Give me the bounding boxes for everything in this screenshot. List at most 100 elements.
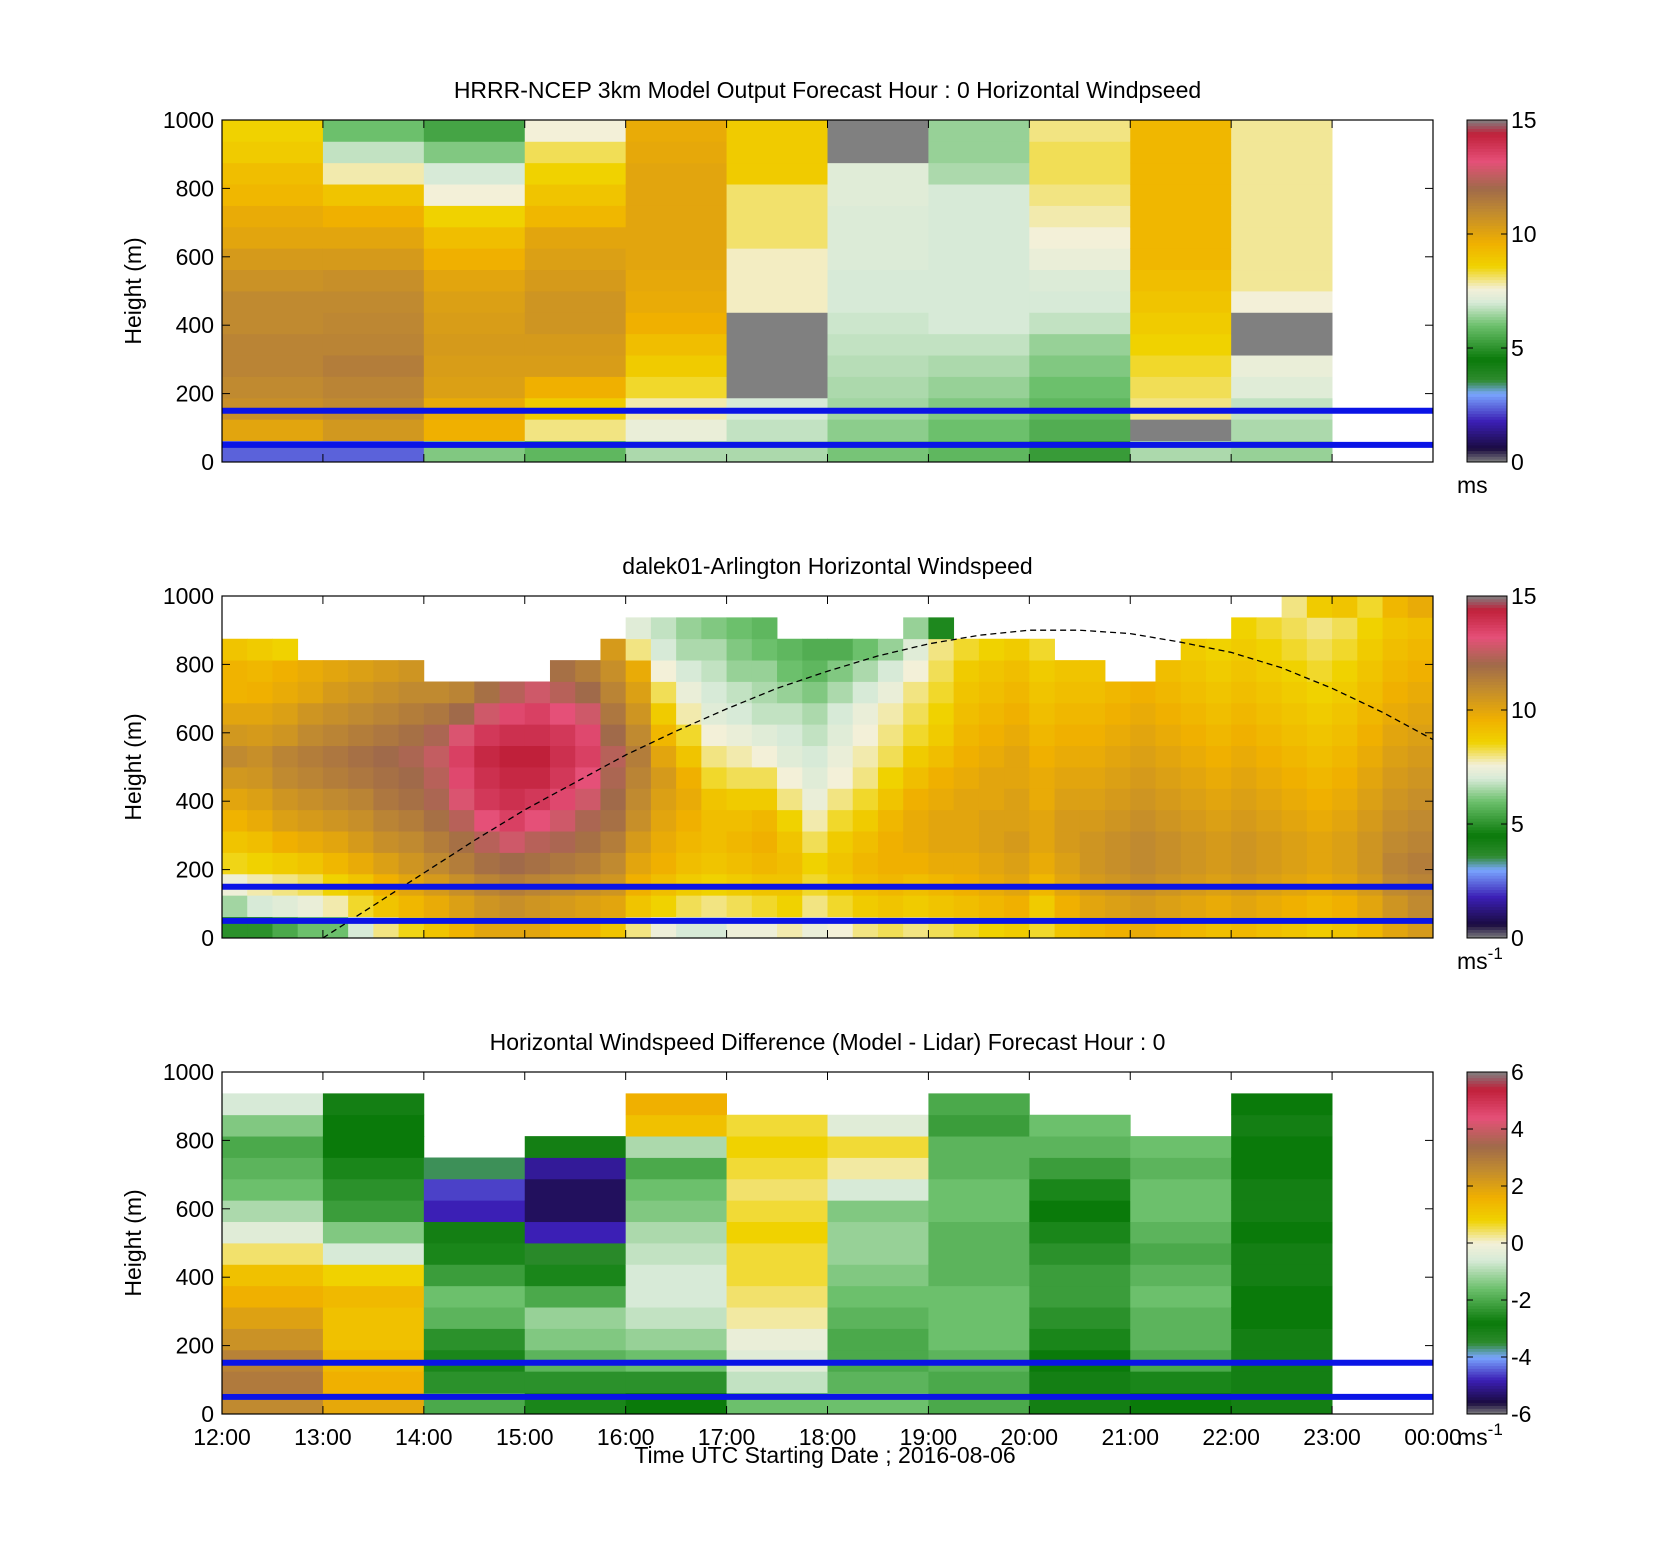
heatmap-cell bbox=[1029, 1328, 1131, 1351]
heatmap-cell bbox=[1407, 638, 1434, 661]
colorbar-segment bbox=[1467, 1282, 1507, 1287]
x-tick-label: 19:00 bbox=[900, 1424, 958, 1450]
heatmap-cell bbox=[726, 702, 753, 725]
heatmap-cell bbox=[953, 638, 980, 661]
heatmap-cell bbox=[398, 895, 425, 918]
heatmap-cell bbox=[827, 809, 854, 832]
x-tick-label: 22:00 bbox=[1202, 1424, 1260, 1450]
heatmap-cell bbox=[676, 788, 702, 811]
heatmap-cell bbox=[1130, 1328, 1232, 1351]
colorbar-segment bbox=[1467, 1317, 1507, 1321]
heatmap-cell bbox=[928, 184, 1030, 206]
heatmap-cell bbox=[524, 205, 627, 228]
y-axis-label: Height (m) bbox=[120, 237, 146, 344]
heatmap-cell bbox=[322, 1221, 425, 1244]
colorbar-segment bbox=[1467, 305, 1507, 309]
heatmap-cell bbox=[222, 1093, 324, 1116]
colorbar-segment bbox=[1467, 1240, 1507, 1244]
colorbar-segment bbox=[1467, 1374, 1507, 1378]
colorbar-segment bbox=[1467, 1126, 1507, 1130]
colorbar-segment bbox=[1467, 852, 1507, 856]
colorbar-segment bbox=[1467, 866, 1507, 871]
x-tick-label: 23:00 bbox=[1303, 1424, 1361, 1450]
colorbar-segment bbox=[1467, 744, 1507, 748]
colorbar-tick-label: 0 bbox=[1511, 925, 1524, 951]
heatmap-cell bbox=[1357, 596, 1383, 618]
heatmap-cell bbox=[1029, 681, 1055, 704]
heatmap-cell bbox=[499, 895, 526, 918]
colorbar-segment bbox=[1467, 721, 1507, 725]
heatmap-cell bbox=[726, 419, 828, 442]
colorbar-segment bbox=[1467, 1337, 1507, 1341]
heatmap-cell bbox=[726, 852, 753, 875]
heatmap-cell bbox=[827, 681, 854, 704]
colorbar-segment bbox=[1467, 892, 1507, 896]
heatmap-cell bbox=[222, 1136, 324, 1158]
heatmap-cell bbox=[247, 809, 273, 832]
heatmap-cell bbox=[449, 681, 475, 704]
heatmap-cell bbox=[1382, 809, 1409, 832]
colorbar-segment bbox=[1467, 621, 1507, 625]
colorbar-segment bbox=[1467, 216, 1507, 221]
heatmap-cell bbox=[928, 1243, 1030, 1265]
colorbar-segment bbox=[1467, 729, 1507, 734]
heatmap-cell bbox=[726, 745, 753, 768]
heatmap-cell bbox=[423, 788, 450, 811]
colorbar-segment bbox=[1467, 861, 1507, 865]
panel-3: 0 200 400 600 800 1000 12:00 13:00 14:00 15:00 16:… bbox=[120, 1029, 1532, 1450]
heatmap-cell bbox=[322, 1328, 425, 1351]
heatmap-cell bbox=[524, 184, 627, 206]
heatmap-cell bbox=[1130, 1136, 1232, 1158]
heatmap-cell bbox=[625, 312, 727, 335]
colorbar-segment bbox=[1467, 747, 1507, 751]
colorbar-segment bbox=[1467, 345, 1507, 349]
colorbar-segment bbox=[1467, 1237, 1507, 1241]
heatmap-cell bbox=[1332, 767, 1358, 789]
heatmap-cell bbox=[1407, 660, 1434, 682]
heatmap-cell bbox=[978, 831, 1005, 853]
heatmap-cell bbox=[827, 248, 929, 271]
heatmap-cell bbox=[322, 419, 425, 442]
heatmap-cell bbox=[297, 660, 324, 682]
heatmap-cell bbox=[1205, 745, 1232, 768]
heatmap-cell bbox=[1130, 831, 1156, 853]
heatmap-cell bbox=[322, 1264, 425, 1287]
heatmap-cell bbox=[928, 1307, 1030, 1329]
heatmap-cell bbox=[1357, 702, 1383, 725]
colorbar-segment bbox=[1467, 433, 1507, 437]
colorbar-segment bbox=[1467, 208, 1507, 212]
heatmap-cell bbox=[650, 895, 677, 918]
colorbar-segment bbox=[1467, 228, 1507, 232]
heatmap-cell bbox=[499, 852, 526, 875]
heatmap-cell bbox=[222, 1264, 324, 1287]
colorbar-segment bbox=[1467, 818, 1507, 822]
heatmap-cell bbox=[978, 681, 1005, 704]
colorbar-segment bbox=[1467, 695, 1507, 700]
heatmap-cell bbox=[726, 638, 753, 661]
heatmap-cell bbox=[1256, 638, 1283, 661]
colorbar-segment bbox=[1467, 712, 1507, 717]
heatmap-cell bbox=[1256, 767, 1283, 789]
heatmap-cell bbox=[877, 895, 904, 918]
colorbar-segment bbox=[1467, 1376, 1507, 1381]
colorbar-segment bbox=[1467, 1174, 1507, 1178]
colorbar-segment bbox=[1467, 826, 1507, 831]
heatmap-cell bbox=[676, 724, 702, 747]
heatmap-cell bbox=[1029, 1371, 1131, 1394]
heatmap-cell bbox=[1079, 702, 1106, 725]
colorbar-segment bbox=[1467, 1300, 1507, 1304]
heatmap-cell bbox=[928, 205, 1030, 228]
heatmap-cell bbox=[1231, 660, 1257, 682]
heatmap-cell bbox=[1130, 269, 1232, 292]
colorbar-segment bbox=[1467, 1371, 1507, 1375]
heatmap-cell bbox=[827, 1264, 929, 1287]
heatmap-cell bbox=[676, 617, 702, 640]
colorbar-segment bbox=[1467, 1197, 1507, 1201]
heatmap-cell bbox=[625, 702, 652, 725]
heatmap-cell bbox=[928, 724, 955, 747]
heatmap-cell bbox=[928, 1328, 1030, 1351]
heatmap-cell bbox=[1130, 248, 1232, 271]
heatmap-cell bbox=[802, 831, 828, 853]
colorbar-segment bbox=[1467, 416, 1507, 420]
colorbar-segment bbox=[1467, 413, 1507, 417]
